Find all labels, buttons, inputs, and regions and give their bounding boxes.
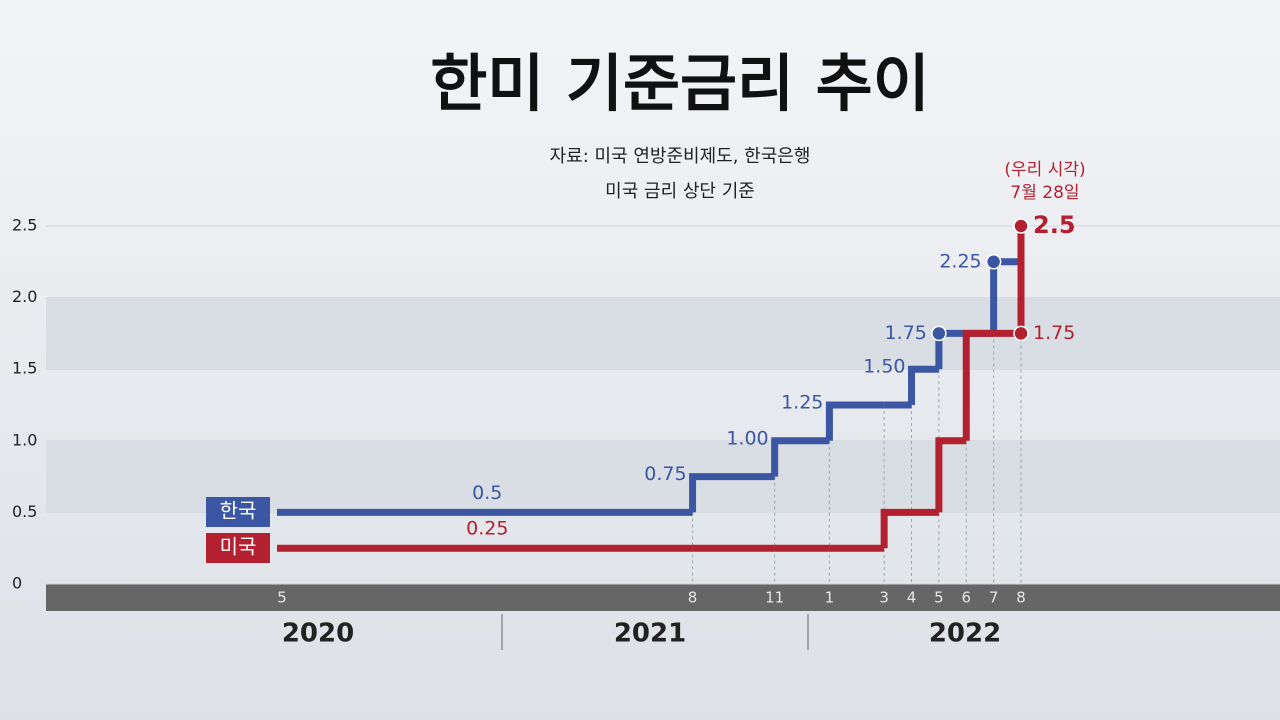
annotation: 7월 28일	[1010, 183, 1079, 203]
value-label: 2.5	[1033, 211, 1076, 239]
x-tick-label: 1	[825, 589, 835, 607]
legend-label: 한국	[220, 499, 257, 523]
subtitle: 자료: 미국 연방준비제도, 한국은행	[550, 146, 811, 167]
y-tick-label: 0	[12, 574, 22, 593]
value-label: 1.50	[863, 356, 905, 378]
subtitle: 미국 금리 상단 기준	[605, 181, 755, 202]
year-label: 2022	[929, 619, 1001, 649]
band	[46, 297, 1280, 370]
x-tick-label: 8	[1016, 589, 1026, 607]
year-label: 2021	[614, 619, 686, 649]
y-tick-label: 1.5	[12, 359, 37, 378]
step-segment	[771, 437, 830, 477]
legend-box	[206, 533, 270, 563]
marker	[931, 325, 947, 342]
value-label: 0.75	[644, 463, 686, 485]
x-tick-label: 11	[765, 589, 784, 607]
x-tick-label: 3	[879, 589, 889, 607]
marker	[1013, 325, 1029, 342]
value-label: 0.25	[466, 518, 508, 540]
x-tick-label: 4	[907, 589, 917, 607]
x-tick-label: 8	[688, 589, 698, 607]
x-tick-label: 7	[989, 589, 999, 607]
value-label: 1.75	[885, 322, 927, 344]
value-label: 2.25	[939, 250, 981, 272]
legend-label: 미국	[220, 535, 257, 559]
x-tick-label: 6	[961, 589, 971, 607]
value-label: 0.5	[472, 482, 502, 504]
value-label: 1.25	[781, 392, 823, 414]
y-tick-label: 1.0	[12, 430, 37, 449]
y-tick-label: 0.5	[12, 502, 37, 521]
x-axis-band	[46, 584, 1280, 611]
y-tick-label: 2.0	[12, 287, 37, 306]
x-tick-label: 5	[934, 589, 944, 607]
x-tick-label: 5	[277, 589, 287, 607]
step-segment	[689, 473, 775, 513]
chart-title: 한미 기준금리 추이	[430, 47, 930, 120]
step-segment	[880, 508, 912, 549]
value-label: 1.00	[726, 427, 768, 449]
legend-box	[206, 497, 270, 527]
marker	[1013, 218, 1029, 234]
annotation: (우리 시각)	[1004, 160, 1085, 180]
step-segment	[825, 401, 885, 441]
plot: 한국 0.5 0.75 1.00 1.25 1.50 1.75 2.25 미국 0.25 1.75 2…	[206, 211, 1076, 563]
step-segment	[935, 437, 967, 513]
year-label: 2020	[282, 619, 354, 649]
value-label: 1.75	[1033, 322, 1075, 344]
bands	[46, 225, 1280, 585]
step-segment	[908, 365, 939, 405]
step-segment	[962, 329, 994, 441]
y-tick-label: 2.5	[12, 216, 37, 235]
marker	[985, 254, 1002, 270]
